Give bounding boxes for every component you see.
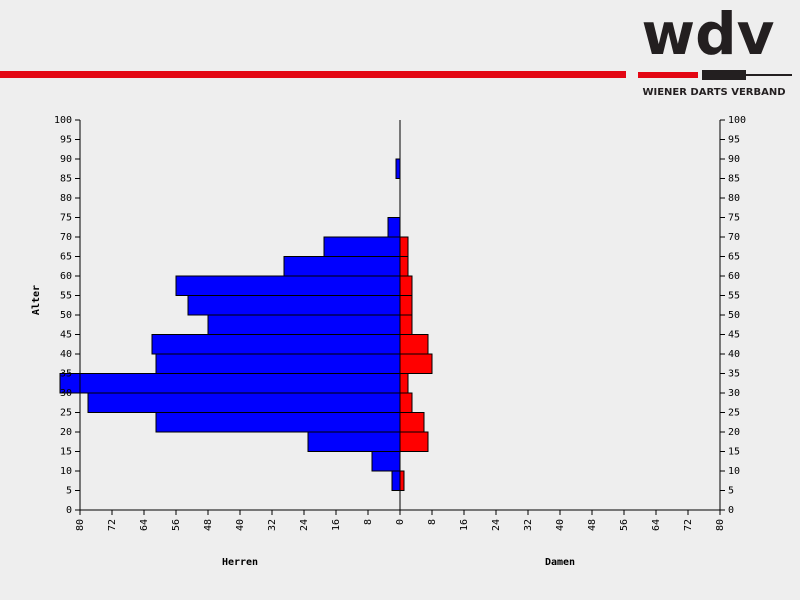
y-tick-label: 95 — [60, 135, 72, 146]
bar — [87, 392, 401, 413]
y-tick-label: 55 — [728, 291, 740, 302]
x-tick-label: 8 — [427, 519, 438, 525]
y-tick-label: 100 — [728, 115, 746, 126]
x-tick-label: 56 — [619, 519, 630, 531]
logo-bar — [638, 72, 698, 78]
x-tick-label: 40 — [235, 519, 246, 531]
y-tick-label: 75 — [60, 213, 72, 224]
y-tick-label: 20 — [60, 427, 72, 438]
x-tick-label: 16 — [459, 519, 470, 531]
y-tick-label: 10 — [728, 466, 740, 477]
bar — [399, 275, 413, 296]
y-tick-label: 50 — [60, 310, 72, 321]
x-tick-label: 80 — [715, 519, 726, 531]
legend-left: Herren — [222, 557, 258, 568]
y-tick-label: 70 — [60, 232, 72, 243]
bar — [399, 314, 413, 335]
x-tick-label: 0 — [395, 519, 406, 525]
bar — [399, 373, 409, 394]
y-tick-label: 70 — [728, 232, 740, 243]
bar — [399, 431, 429, 452]
legend-right: Damen — [545, 557, 575, 568]
bar — [395, 158, 401, 179]
bar — [151, 334, 401, 355]
bar — [399, 295, 413, 316]
header-bar — [0, 71, 626, 78]
y-tick-label: 60 — [60, 271, 72, 282]
bar — [399, 236, 409, 257]
x-tick-label: 48 — [587, 519, 598, 531]
y-tick-label: 20 — [728, 427, 740, 438]
bar — [307, 431, 401, 452]
logo-dart — [702, 70, 746, 80]
y-axis-label: Alter — [31, 285, 42, 315]
x-tick-label: 64 — [651, 519, 662, 531]
bar — [371, 451, 401, 472]
y-tick-label: 15 — [728, 447, 740, 458]
y-tick-label: 50 — [728, 310, 740, 321]
y-tick-label: 60 — [728, 271, 740, 282]
y-tick-label: 0 — [728, 505, 734, 516]
bar — [323, 236, 401, 257]
x-tick-label: 48 — [203, 519, 214, 531]
x-tick-label: 72 — [107, 519, 118, 531]
bar — [399, 353, 433, 374]
x-tick-label: 80 — [75, 519, 86, 531]
x-tick-label: 56 — [171, 519, 182, 531]
logo-mark: wdv — [642, 0, 775, 68]
x-tick-label: 16 — [331, 519, 342, 531]
y-tick-label: 10 — [60, 466, 72, 477]
y-tick-label: 100 — [54, 115, 72, 126]
y-tick-label: 45 — [60, 330, 72, 341]
y-tick-label: 55 — [60, 291, 72, 302]
x-tick-label: 32 — [267, 519, 278, 531]
x-tick-label: 8 — [363, 519, 374, 525]
bar — [387, 217, 401, 238]
y-tick-label: 75 — [728, 213, 740, 224]
bar — [399, 256, 409, 277]
y-tick-label: 65 — [728, 252, 740, 263]
bar — [399, 412, 425, 433]
bar — [399, 470, 405, 491]
bar — [59, 373, 401, 394]
y-tick-label: 15 — [60, 447, 72, 458]
y-tick-label: 90 — [728, 154, 740, 165]
x-tick-label: 40 — [555, 519, 566, 531]
y-tick-label: 40 — [60, 349, 72, 360]
y-tick-label: 95 — [728, 135, 740, 146]
y-tick-label: 0 — [66, 505, 72, 516]
y-tick-label: 35 — [728, 369, 740, 380]
bar — [207, 314, 401, 335]
y-tick-label: 30 — [728, 388, 740, 399]
bar — [391, 470, 401, 491]
x-tick-label: 72 — [683, 519, 694, 531]
y-tick-label: 45 — [728, 330, 740, 341]
y-tick-label: 5 — [728, 486, 734, 497]
y-tick-label: 30 — [60, 388, 72, 399]
bar — [399, 334, 429, 355]
bar — [187, 295, 401, 316]
x-tick-label: 24 — [299, 519, 310, 531]
x-tick-label: 64 — [139, 519, 150, 531]
bar — [155, 353, 401, 374]
bar — [175, 275, 401, 296]
y-tick-label: 25 — [60, 408, 72, 419]
y-tick-label: 90 — [60, 154, 72, 165]
bar — [283, 256, 401, 277]
y-tick-label: 65 — [60, 252, 72, 263]
x-tick-label: 32 — [523, 519, 534, 531]
y-tick-label: 5 — [66, 486, 72, 497]
logo-name: WIENER DARTS VERBAND — [642, 87, 785, 98]
y-tick-label: 85 — [60, 174, 72, 185]
bar — [399, 392, 413, 413]
y-tick-label: 85 — [728, 174, 740, 185]
y-tick-label: 80 — [728, 193, 740, 204]
y-tick-label: 35 — [60, 369, 72, 380]
y-tick-label: 80 — [60, 193, 72, 204]
bar — [155, 412, 401, 433]
y-tick-label: 25 — [728, 408, 740, 419]
y-tick-label: 40 — [728, 349, 740, 360]
x-tick-label: 24 — [491, 519, 502, 531]
